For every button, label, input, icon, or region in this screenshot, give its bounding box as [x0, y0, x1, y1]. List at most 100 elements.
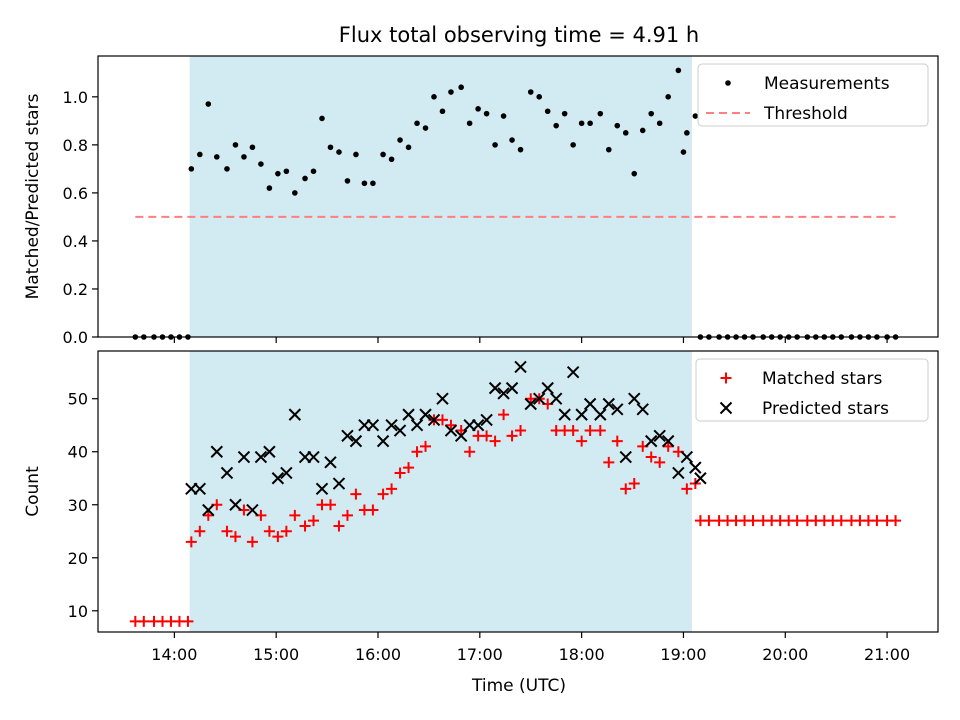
x-tick-label: 20:00 — [762, 645, 808, 664]
x-tick-label: 18:00 — [559, 645, 605, 664]
measurement-point — [188, 166, 195, 172]
measurement-point — [275, 170, 281, 177]
measurement-point — [361, 180, 368, 187]
matched-star-marker — [611, 435, 623, 447]
predicted-star-marker — [263, 445, 276, 458]
measurement-point — [665, 94, 671, 100]
measurement-point — [648, 110, 655, 117]
y-tick-label: 1.0 — [63, 88, 88, 107]
predicted-star-marker — [514, 360, 527, 374]
predicted-star-marker — [524, 397, 537, 411]
ratio-panel: 0.0 0.2 0.4 0.6 0.8 1.0 Matched/Predicted sta… — [23, 55, 939, 347]
measurement-point — [431, 94, 437, 100]
y-tick-label: 50 — [68, 390, 88, 409]
matched-star-marker — [185, 536, 197, 548]
count-panel: 10 20 30 40 50 14:00 15:00 16:00 17:00 18:00 19:0… — [23, 350, 939, 664]
predicted-star-marker — [566, 366, 580, 379]
predicted-star-marker — [444, 424, 458, 437]
matched-star-marker — [263, 525, 275, 537]
predicted-star-marker — [366, 419, 380, 432]
matched-star-marker — [333, 520, 345, 532]
measurement-point — [249, 144, 256, 151]
measurement-point — [310, 168, 317, 175]
legend-label: Threshold — [763, 104, 848, 124]
predicted-star-marker — [689, 461, 702, 474]
measurement-point — [500, 113, 507, 119]
x-axis-label: Time (UTC) — [471, 676, 566, 696]
predicted-star-marker — [349, 434, 363, 448]
measurement-point — [639, 127, 646, 134]
matched-star-marker — [445, 419, 457, 431]
predicted-star-marker — [558, 408, 571, 421]
measurement-point — [492, 142, 498, 148]
measurement-point — [353, 151, 359, 158]
matched-star-marker — [791, 515, 803, 527]
ratio-axes-frame — [97, 55, 939, 338]
matched-star-marker — [246, 536, 258, 548]
matched-star-marker — [229, 531, 241, 543]
measurement-point — [578, 120, 585, 127]
chart-title: Flux total observing time = 4.91 h — [339, 23, 699, 47]
matched-star-marker — [890, 515, 902, 527]
count-x-ticks: 14:00 15:00 16:00 17:00 18:00 19:00 20:00 21:00 — [151, 632, 910, 664]
measurement-point — [283, 168, 290, 175]
ratio-legend: Measurements Threshold — [697, 63, 929, 127]
predicted-star-marker — [611, 403, 624, 416]
matched-star-marker — [681, 483, 693, 495]
measurement-point — [631, 170, 638, 177]
matched-star-marker — [394, 467, 406, 479]
count-y-ticks: 10 20 30 40 50 — [68, 390, 98, 621]
legend-box — [695, 358, 929, 422]
predicted-star-marker — [237, 450, 251, 464]
measurement-point — [680, 149, 687, 155]
predicted-star-marker — [210, 445, 223, 458]
y-tick-label: 40 — [68, 443, 88, 462]
predicted-star-marker — [402, 408, 415, 421]
predicted-star-marker — [488, 381, 502, 395]
measurement-point — [439, 108, 446, 115]
y-tick-label: 0.6 — [63, 184, 88, 203]
matched-star-marker — [138, 615, 150, 627]
measurement-point — [344, 178, 351, 184]
matched-star-marker — [567, 425, 579, 437]
legend-box — [697, 63, 929, 127]
measurement-point — [597, 110, 604, 117]
measurement-point — [527, 89, 534, 95]
matched-star-marker — [194, 525, 206, 537]
measurement-point — [197, 151, 203, 158]
predicted-star-marker — [602, 397, 615, 411]
measurement-point — [483, 110, 490, 117]
predicted-star-marker — [220, 466, 234, 480]
predicted-star-marker — [246, 503, 259, 517]
matched-star-marker — [645, 451, 657, 463]
predicted-star-marker — [193, 482, 207, 496]
matched-star-marker — [481, 430, 493, 442]
matched-star-marker — [377, 488, 389, 500]
observing-window-shade — [189, 56, 692, 337]
measurement-point — [553, 122, 559, 129]
predicted-star-marker — [454, 429, 468, 443]
measurement-point — [561, 110, 568, 117]
matched-star-marker — [871, 515, 883, 527]
predicted-star-marker — [636, 403, 649, 416]
predicted-star-marker — [436, 392, 449, 405]
y-tick-label: 10 — [68, 602, 88, 621]
predicted-star-marker — [332, 477, 346, 490]
x-tick-label: 15:00 — [253, 645, 299, 664]
measurement-point — [692, 113, 699, 119]
predicted-star-marker — [341, 429, 354, 443]
predicted-star-marker — [324, 456, 337, 469]
predicted-star-marker — [661, 434, 675, 448]
x-tick-label: 19:00 — [660, 645, 706, 664]
legend-predicted-marker — [719, 401, 733, 415]
predicted-star-marker — [672, 466, 685, 480]
predicted-star-marker — [583, 397, 597, 411]
predicted-star-marker — [628, 392, 641, 405]
predicted-star-marker — [288, 408, 302, 421]
x-tick-label: 16:00 — [355, 645, 401, 664]
matched-star-marker — [603, 456, 615, 468]
predicted-star-marker — [645, 434, 658, 448]
y-tick-label: 0.8 — [63, 136, 88, 155]
predicted-star-marker — [505, 381, 519, 395]
